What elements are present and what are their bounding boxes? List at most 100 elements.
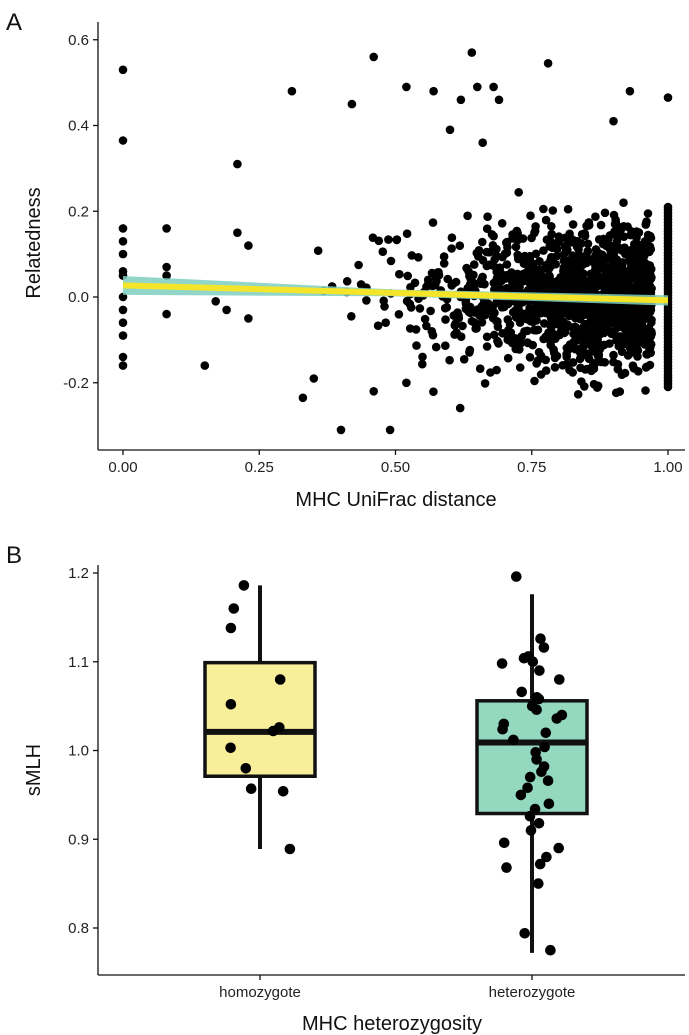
panel-a-point xyxy=(632,233,641,242)
panel-a-point xyxy=(336,425,346,435)
panel-a-point xyxy=(478,138,488,147)
panel-a-point xyxy=(506,328,516,337)
panel-a-point xyxy=(535,305,545,315)
panel-a-point xyxy=(603,277,612,287)
panel-a-point xyxy=(515,318,525,327)
panel-a-point xyxy=(541,332,551,342)
panel-a-point xyxy=(592,260,601,270)
panel-a-point xyxy=(586,269,595,279)
panel-a-point xyxy=(623,287,633,297)
panel-a-point xyxy=(455,403,465,413)
panel-b-y-tick-label: 1.0 xyxy=(68,743,89,760)
panel-a-point xyxy=(617,222,627,232)
panel-a-point xyxy=(605,231,615,240)
panel-a-point xyxy=(525,353,535,362)
panel-a-point xyxy=(594,251,603,261)
panel-a-point xyxy=(503,353,513,363)
panel-a-point xyxy=(482,342,492,351)
panel-a-point xyxy=(502,260,512,269)
panel-a-point xyxy=(514,188,523,197)
panel-b-x-tick-label: homozygote xyxy=(219,984,301,1001)
panel-a-point xyxy=(581,365,590,374)
panel-b-point xyxy=(527,656,539,667)
panel-a-y-tick-label: 0.6 xyxy=(68,32,89,49)
panel-a-point xyxy=(354,260,363,270)
panel-a-point xyxy=(645,231,655,241)
panel-b-point xyxy=(553,842,564,854)
panel-a-point xyxy=(439,259,449,268)
panel-a-point xyxy=(118,237,128,246)
panel-a-point xyxy=(494,339,503,348)
panel-b-letter: B xyxy=(6,542,22,569)
panel-a-point xyxy=(582,351,592,361)
panel-b-point xyxy=(501,862,512,873)
panel-a-point xyxy=(439,252,449,261)
panel-a-point xyxy=(593,350,603,360)
panel-a-point xyxy=(598,239,608,249)
panel-a-point xyxy=(488,241,498,250)
panel-a-y-tick-label: 0.0 xyxy=(68,289,89,306)
panel-a-point xyxy=(609,307,618,317)
panel-a-point xyxy=(482,332,492,342)
panel-a-point xyxy=(562,245,571,254)
panel-a-point xyxy=(441,315,450,324)
panel-a-point xyxy=(455,241,465,250)
panel-a-point xyxy=(548,206,558,215)
panel-a-point xyxy=(543,59,553,68)
panel-a-point xyxy=(244,241,253,250)
panel-a-point xyxy=(233,159,242,169)
panel-a-point xyxy=(287,86,297,96)
panel-a-point xyxy=(456,95,466,105)
panel-b-point xyxy=(225,699,237,710)
panel-a-point xyxy=(463,211,472,221)
panel-a-point xyxy=(568,220,578,229)
panel-a-point xyxy=(480,379,490,388)
panel-a-point xyxy=(484,299,493,309)
panel-a-point xyxy=(502,238,511,247)
panel-a-point xyxy=(616,282,625,291)
panel-a-point xyxy=(625,86,635,96)
panel-a-point xyxy=(535,257,544,266)
panel-a-point xyxy=(600,253,610,263)
panel-a-point xyxy=(508,230,517,239)
panel-a-point xyxy=(522,259,532,269)
panel-a-point xyxy=(412,341,421,350)
panel-a-point xyxy=(489,82,498,92)
panel-a-scatter-plot: -0.2 0.0 0.2 0.4 0.6 0.00 0.25 0.50 0.75 1.00 MHC … xyxy=(23,22,685,511)
panel-a-point xyxy=(530,376,539,386)
panel-b-point xyxy=(274,674,286,685)
panel-b-point xyxy=(498,837,510,849)
panel-a-point xyxy=(465,302,475,312)
panel-a-point xyxy=(504,273,513,282)
panel-a-point xyxy=(541,215,551,225)
panel-a-point xyxy=(480,310,490,320)
panel-a-point xyxy=(162,224,171,233)
panel-a-point xyxy=(573,332,582,342)
panel-a-point xyxy=(582,258,591,268)
panel-b-y-axis-title: sMLH xyxy=(23,744,45,796)
panel-a-point xyxy=(547,229,556,239)
panel-b-point xyxy=(497,723,508,735)
panel-b-point xyxy=(543,798,555,810)
panel-b-point xyxy=(534,665,545,676)
panel-a-point xyxy=(610,261,619,270)
panel-a-point xyxy=(244,314,253,323)
panel-b-point xyxy=(511,571,522,582)
panel-b-point xyxy=(516,686,527,698)
panel-a-point xyxy=(588,285,597,295)
panel-a-point xyxy=(467,48,477,57)
panel-a-point xyxy=(633,253,643,263)
panel-a-point xyxy=(475,364,485,374)
panel-b-y-tick-label: 1.2 xyxy=(68,565,89,582)
panel-a-point xyxy=(566,284,576,293)
panel-a-point xyxy=(633,270,642,279)
panel-a-letter: A xyxy=(6,9,22,36)
panel-a-point xyxy=(447,233,457,242)
panel-a-point xyxy=(605,315,615,324)
panel-b-point xyxy=(533,878,544,889)
panel-b-point xyxy=(538,642,550,653)
panel-a-point xyxy=(513,235,522,245)
panel-a-point xyxy=(482,224,492,233)
panel-b-y-tick-label: 0.9 xyxy=(68,831,89,848)
